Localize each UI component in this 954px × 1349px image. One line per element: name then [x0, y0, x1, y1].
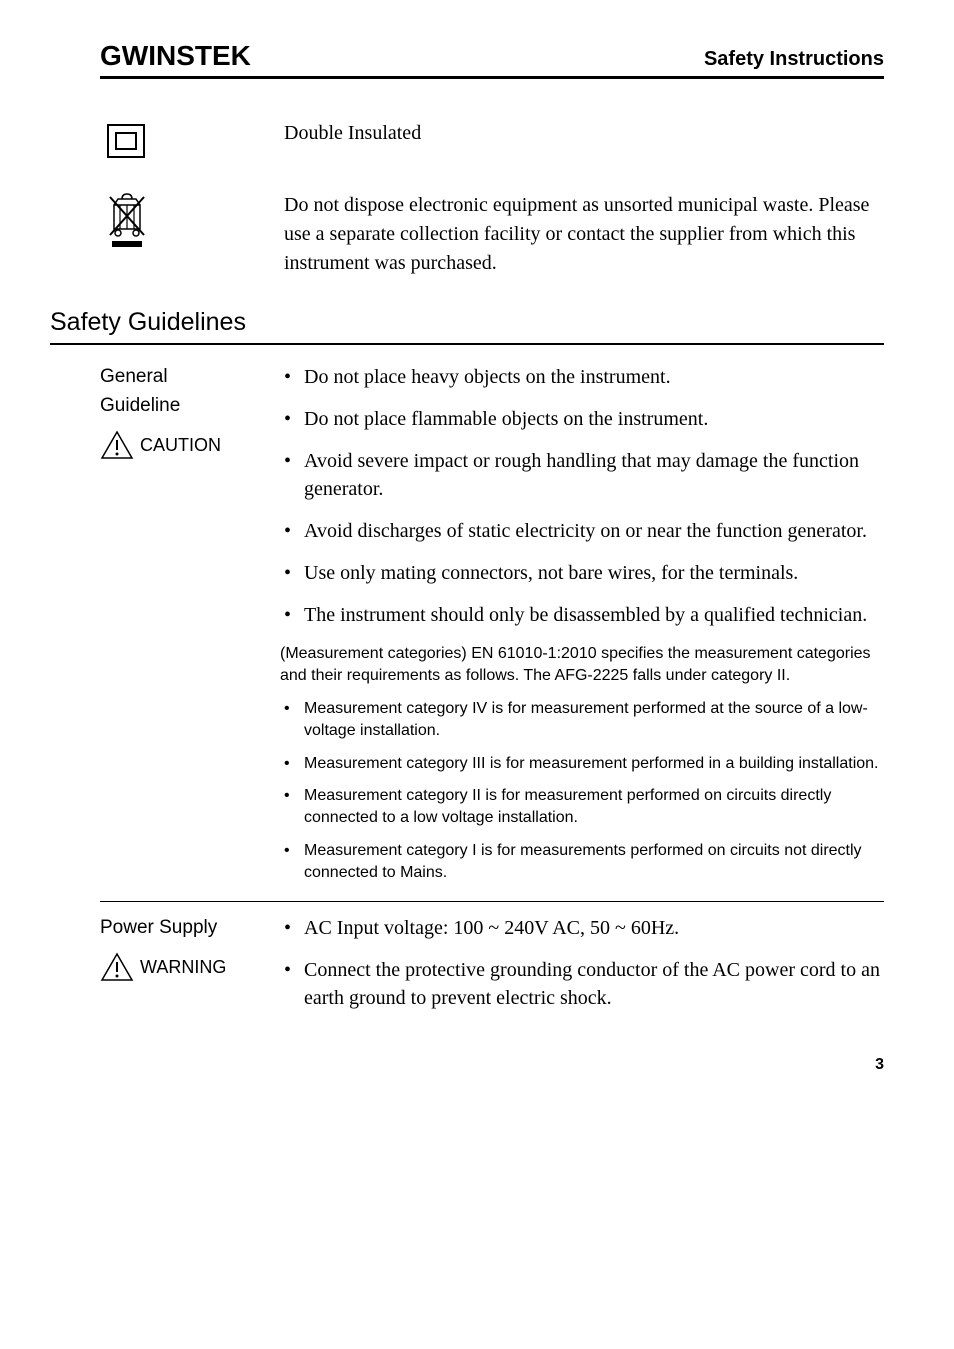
symbol-col [100, 119, 284, 163]
bullet-item: Connect the protective grounding conduct… [280, 956, 884, 1012]
measurement-note: (Measurement categories) EN 61010-1:2010… [280, 643, 884, 688]
warning-triangle-icon [100, 952, 134, 982]
symbol-col [100, 191, 284, 249]
small-bullet-item: Measurement category IV is for measureme… [280, 698, 884, 743]
row-divider [100, 901, 884, 902]
label-line: General [100, 363, 280, 392]
weee-text: Do not dispose electronic equipment as u… [284, 191, 884, 278]
bullet-item: Use only mating connectors, not bare wir… [280, 559, 884, 587]
bullet-item: Avoid severe impact or rough handling th… [280, 447, 884, 503]
page-header: GWINSTEK Safety Instructions [100, 40, 884, 79]
symbol-row-weee: Do not dispose electronic equipment as u… [100, 191, 884, 278]
power-supply-row: Power Supply WARNING AC Input voltage: 1… [100, 914, 884, 1026]
warning-label: WARNING [140, 954, 226, 981]
general-guideline-body: Do not place heavy objects on the instru… [280, 363, 884, 895]
bullet-item: Do not place flammable objects on the in… [280, 405, 884, 433]
double-insulated-text: Double Insulated [284, 119, 421, 148]
safety-guidelines-title: Safety Guidelines [50, 308, 884, 337]
caution-box: CAUTION [100, 430, 280, 460]
caution-triangle-icon [100, 430, 134, 460]
double-insulated-icon [104, 119, 148, 163]
power-supply-label: Power Supply WARNING [100, 914, 280, 983]
general-guideline-label: General Guideline CAUTION [100, 363, 280, 460]
header-section-title: Safety Instructions [704, 48, 884, 71]
bullet-item: AC Input voltage: 100 ~ 240V AC, 50 ~ 60… [280, 914, 884, 942]
label-line: Guideline [100, 392, 280, 421]
brand-logo: GWINSTEK [100, 40, 251, 72]
bullet-item: Do not place heavy objects on the instru… [280, 363, 884, 391]
general-guideline-row: General Guideline CAUTION Do not place h… [100, 363, 884, 895]
warning-box: WARNING [100, 952, 280, 982]
section-divider [50, 343, 884, 345]
weee-bin-icon [104, 191, 150, 249]
label-line: Power Supply [100, 914, 280, 943]
page: GWINSTEK Safety Instructions Double Insu… [0, 0, 954, 1104]
symbol-row-double-insulated: Double Insulated [100, 119, 884, 163]
small-bullet-item: Measurement category II is for measureme… [280, 785, 884, 830]
small-bullet-item: Measurement category III is for measurem… [280, 753, 884, 775]
general-bullets: Do not place heavy objects on the instru… [280, 363, 884, 629]
bullet-item: Avoid discharges of static electricity o… [280, 517, 884, 545]
power-bullets: AC Input voltage: 100 ~ 240V AC, 50 ~ 60… [280, 914, 884, 1012]
page-number: 3 [100, 1056, 884, 1074]
caution-label: CAUTION [140, 432, 221, 459]
measurement-bullets: Measurement category IV is for measureme… [280, 698, 884, 885]
bullet-item: The instrument should only be disassembl… [280, 601, 884, 629]
small-bullet-item: Measurement category I is for measuremen… [280, 840, 884, 885]
power-supply-body: AC Input voltage: 100 ~ 240V AC, 50 ~ 60… [280, 914, 884, 1026]
